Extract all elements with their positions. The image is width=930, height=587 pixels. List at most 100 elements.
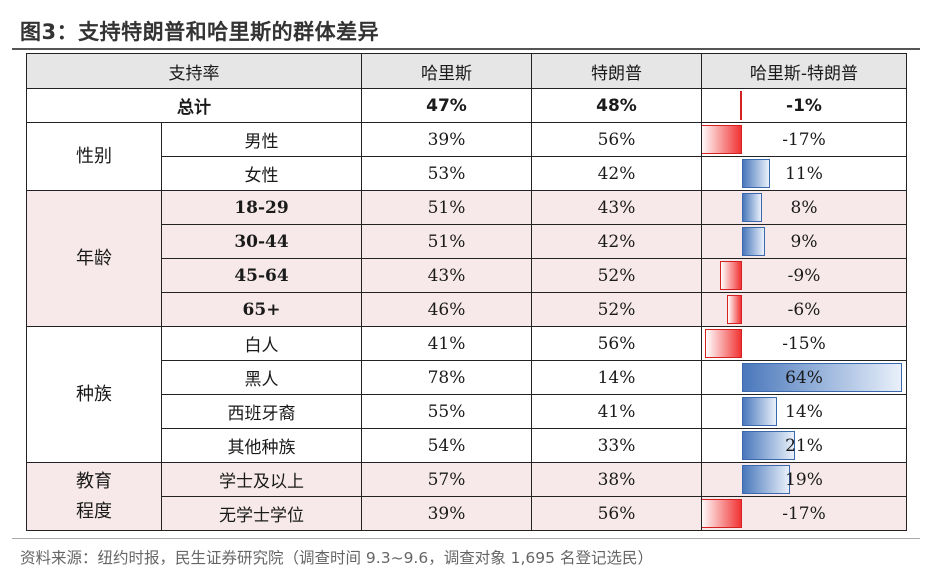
header-diff: 哈里斯-特朗普 — [701, 53, 907, 89]
harris-value: 46% — [361, 292, 532, 327]
trump-value: 56% — [531, 326, 702, 361]
row-label: 黑人 — [161, 360, 362, 395]
group-gender: 性别 — [26, 122, 162, 191]
harris-value: 78% — [361, 360, 532, 395]
diff-bar-positive — [742, 397, 777, 426]
trump-value: 42% — [531, 224, 702, 259]
header-trump: 特朗普 — [531, 53, 702, 89]
diff-cell: 8% — [701, 190, 907, 225]
diff-value: 11% — [785, 163, 823, 184]
group-age: 年龄 — [26, 190, 162, 327]
table-row: 无学士学位 39% 56% -17% — [26, 496, 907, 531]
harris-value: 41% — [361, 326, 532, 361]
harris-value: 57% — [361, 462, 532, 497]
trump-value: 52% — [531, 292, 702, 327]
row-label: 其他种族 — [161, 428, 362, 463]
support-table: 支持率 哈里斯 特朗普 哈里斯-特朗普 总计 47% 48% -1% 性别 男性… — [26, 53, 907, 531]
diff-value: -6% — [787, 299, 821, 320]
diff-bar-negative — [704, 329, 742, 358]
title-divider — [12, 48, 920, 50]
row-label: 无学士学位 — [161, 496, 362, 531]
diff-bar-positive — [742, 159, 770, 188]
harris-value: 43% — [361, 258, 532, 293]
row-label: 西班牙裔 — [161, 394, 362, 429]
total-harris: 47% — [361, 88, 532, 123]
diff-bar-negative — [702, 499, 742, 528]
row-label: 30-44 — [161, 224, 362, 259]
trump-value: 42% — [531, 156, 702, 191]
trump-value: 52% — [531, 258, 702, 293]
table-row: 种族 白人 41% 56% -15% — [26, 326, 907, 463]
source-note: 资料来源：纽约时报，民生证券研究院（调查时间 9.3~9.6，调查对象 1,69… — [20, 549, 653, 567]
row-label: 白人 — [161, 326, 362, 361]
trump-value: 56% — [531, 122, 702, 157]
harris-value: 51% — [361, 224, 532, 259]
trump-value: 14% — [531, 360, 702, 395]
total-trump: 48% — [531, 88, 702, 123]
diff-bar-positive — [742, 363, 902, 392]
header-row: 支持率 哈里斯 特朗普 哈里斯-特朗普 — [26, 53, 907, 89]
table-row: 65+ 46% 52% -6% — [26, 292, 907, 327]
header-category: 支持率 — [26, 53, 362, 89]
diff-cell: -17% — [701, 496, 907, 531]
row-label: 男性 — [161, 122, 362, 157]
diff-bar-negative — [702, 125, 742, 154]
trump-value: 43% — [531, 190, 702, 225]
total-diff: -1% — [786, 95, 822, 116]
trump-value: 56% — [531, 496, 702, 531]
table-row: 其他种族 54% 33% 21% — [27, 428, 907, 463]
row-label: 65+ — [161, 292, 362, 327]
diff-bar-positive — [742, 227, 765, 256]
table-row: 教育 程度 学士及以上 57% 38% 19% — [26, 462, 907, 531]
diff-cell: -15% — [701, 326, 907, 361]
diff-cell: 19% — [701, 462, 907, 497]
diff-value: 14% — [785, 401, 823, 422]
total-diff-cell: -1% — [701, 88, 907, 123]
trump-value: 41% — [531, 394, 702, 429]
diff-bar-negative — [727, 295, 742, 324]
harris-value: 51% — [361, 190, 532, 225]
diff-cell: 21% — [701, 428, 907, 463]
diff-cell: 14% — [701, 394, 907, 429]
table-row: 西班牙裔 55% 41% 14% — [27, 394, 907, 429]
group-education: 教育 程度 — [26, 462, 162, 531]
support-table-container: 支持率 哈里斯 特朗普 哈里斯-特朗普 总计 47% 48% -1% 性别 男性… — [26, 53, 907, 531]
total-row: 总计 47% 48% -1% — [26, 88, 907, 123]
diff-cell: -6% — [701, 292, 907, 327]
row-label: 18-29 — [161, 190, 362, 225]
diff-value: 21% — [785, 435, 823, 456]
row-label: 女性 — [161, 156, 362, 191]
diff-cell: -9% — [701, 258, 907, 293]
diff-bar-negative — [739, 91, 742, 120]
diff-bar-positive — [742, 465, 790, 494]
diff-value: 9% — [790, 231, 818, 252]
diff-value: -17% — [782, 129, 826, 150]
trump-value: 33% — [531, 428, 702, 463]
row-label: 45-64 — [161, 258, 362, 293]
diff-value: 8% — [790, 197, 818, 218]
table-row: 45-64 43% 52% -9% — [26, 258, 907, 293]
trump-value: 38% — [531, 462, 702, 497]
harris-value: 39% — [361, 122, 532, 157]
diff-value: 64% — [785, 367, 823, 388]
diff-cell: -17% — [701, 122, 907, 157]
row-label: 学士及以上 — [161, 462, 362, 497]
diff-cell: 64% — [701, 360, 907, 395]
table-row: 女性 53% 42% 11% — [27, 156, 907, 191]
diff-cell: 9% — [701, 224, 907, 259]
harris-value: 39% — [361, 496, 532, 531]
group-race: 种族 — [26, 326, 162, 463]
diff-value: -9% — [787, 265, 821, 286]
harris-value: 53% — [361, 156, 532, 191]
table-row: 年龄 18-29 51% 43% 8% — [26, 190, 907, 327]
source-divider — [12, 538, 920, 539]
figure-title: 图3：支持特朗普和哈里斯的群体差异 — [20, 20, 380, 44]
diff-bar-positive — [742, 431, 795, 460]
table-row: 性别 男性 39% 56% -17% — [26, 122, 907, 191]
table-row: 30-44 51% 42% 9% — [26, 224, 907, 259]
diff-bar-negative — [719, 261, 742, 290]
diff-value: -15% — [782, 333, 826, 354]
diff-value: 19% — [785, 469, 823, 490]
diff-cell: 11% — [701, 156, 907, 191]
total-label: 总计 — [26, 88, 362, 123]
